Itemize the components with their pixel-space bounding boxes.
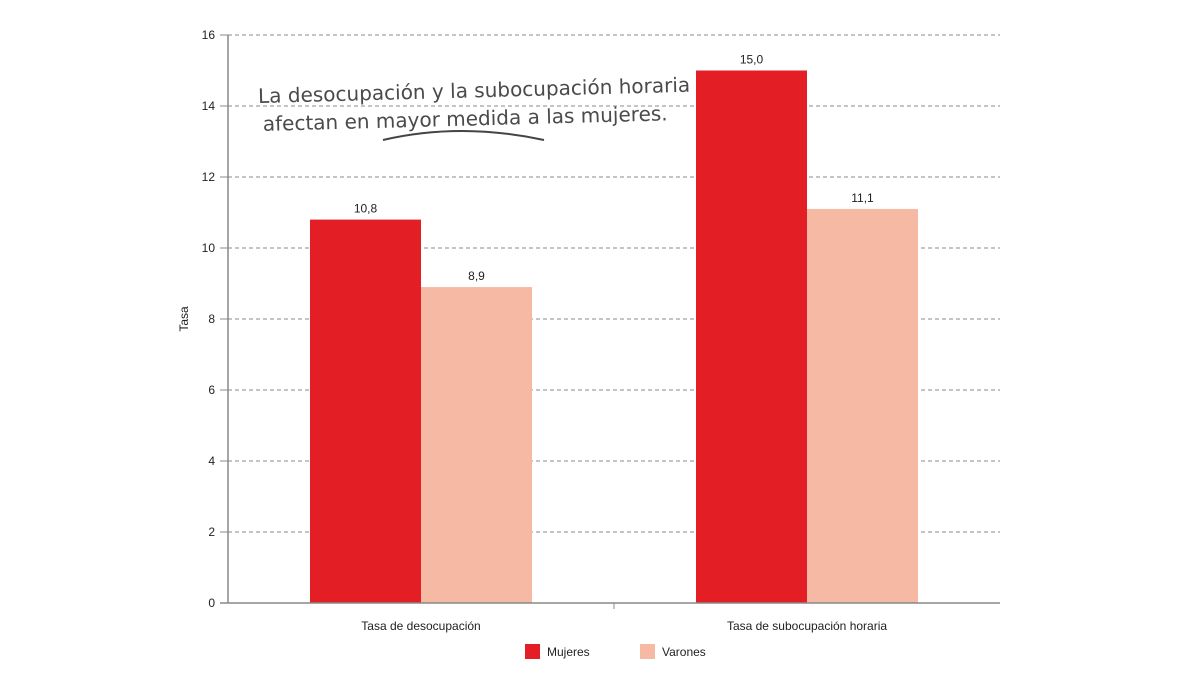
axes: 0 2 4 6 8 10 12 14 16 Tasa de desocupación Tasa de… — [202, 28, 1000, 633]
y-tick-label: 0 — [208, 596, 215, 610]
y-axis-label: Tasa — [177, 306, 191, 332]
data-label: 8,9 — [468, 269, 485, 283]
y-tick-label: 16 — [202, 28, 216, 42]
x-tick-label: Tasa de subocupación horaria — [727, 619, 887, 633]
annotation-underline — [382, 130, 545, 141]
x-tick-label: Tasa de desocupación — [361, 619, 480, 633]
y-tick-label: 12 — [202, 170, 216, 184]
data-label: 10,8 — [354, 202, 378, 216]
data-label: 11,1 — [851, 191, 874, 205]
bar-mujeres — [310, 219, 421, 603]
legend-swatch-varones — [640, 644, 655, 659]
data-label: 15,0 — [740, 53, 764, 67]
annotation: La desocupación y la subocupación horari… — [258, 73, 691, 136]
y-tick-label: 8 — [208, 312, 215, 326]
legend: Mujeres Varones — [525, 644, 706, 659]
y-tick-label: 6 — [208, 383, 215, 397]
bars: 10,8 8,9 15,0 11,1 — [310, 53, 918, 603]
bar-mujeres — [696, 70, 807, 603]
legend-label: Mujeres — [547, 645, 590, 659]
y-tick-label: 4 — [208, 454, 215, 468]
legend-label: Varones — [662, 645, 706, 659]
y-tick-label: 14 — [202, 99, 216, 113]
y-tick-label: 2 — [208, 525, 215, 539]
bar-varones — [421, 287, 532, 603]
y-tick-label: 10 — [202, 241, 216, 255]
legend-swatch-mujeres — [525, 644, 540, 659]
bar-varones — [807, 208, 918, 603]
